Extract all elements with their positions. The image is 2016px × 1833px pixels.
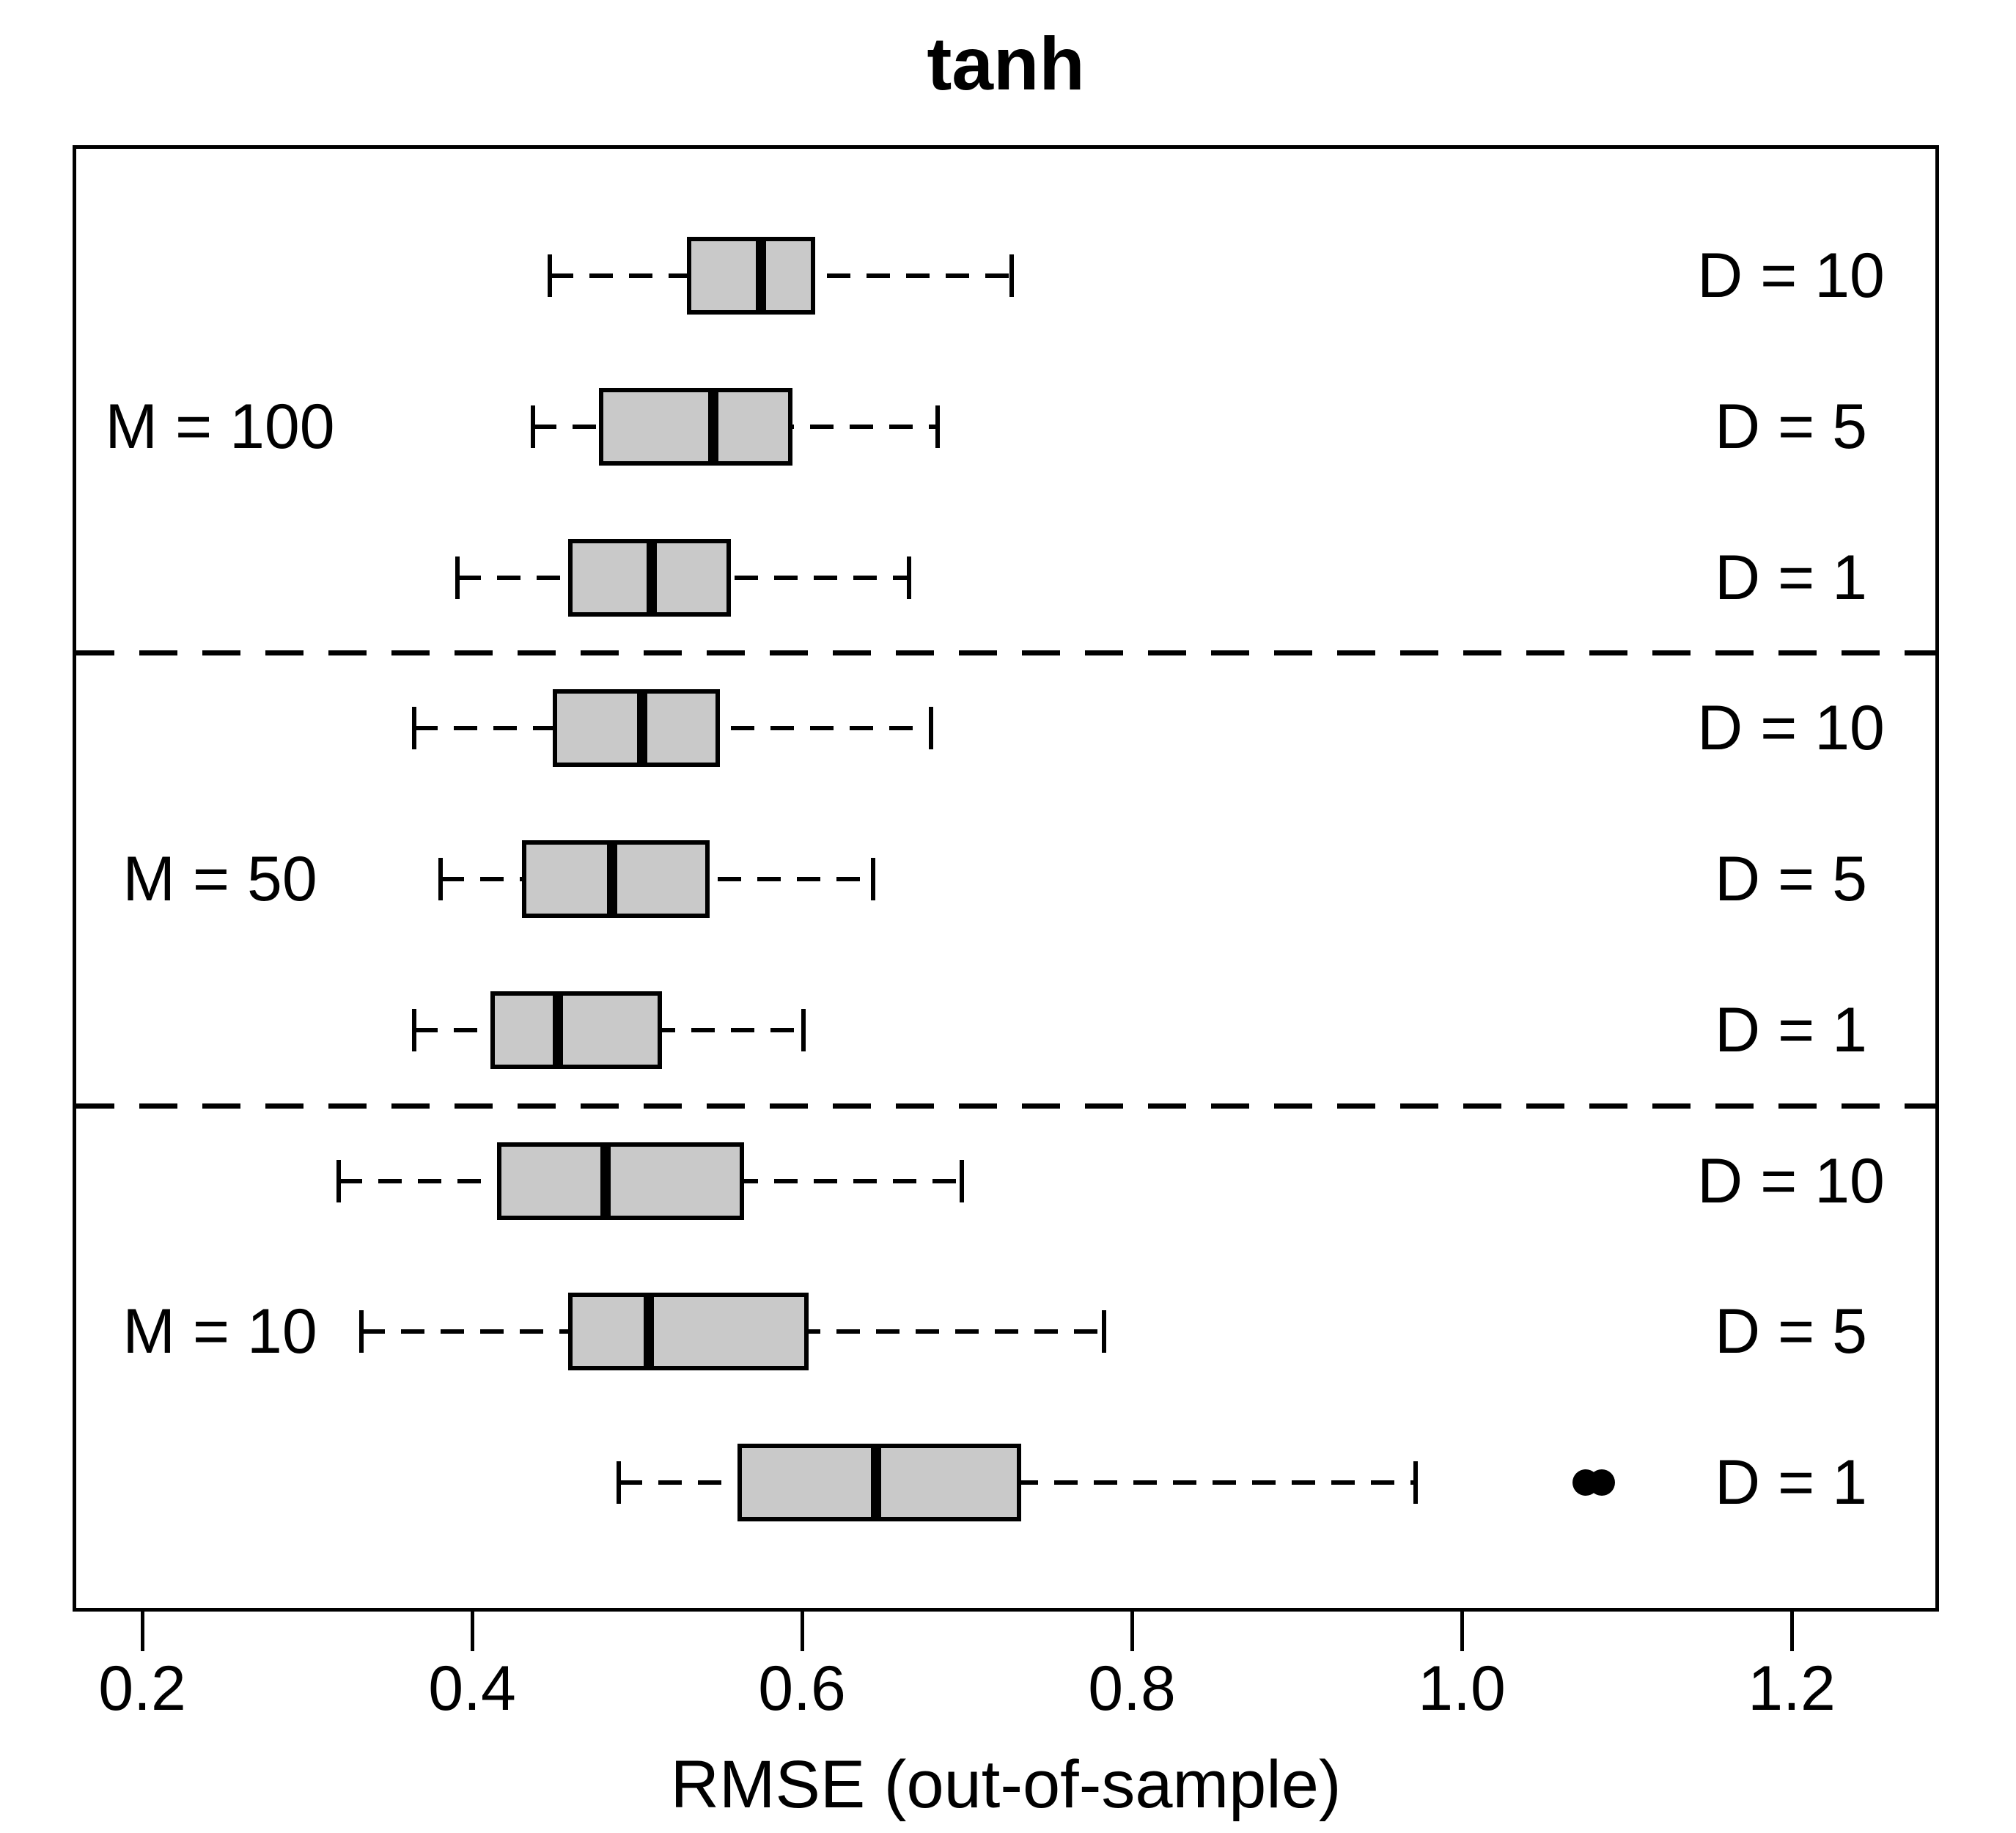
x-axis-title: RMSE (out-of-sample)	[670, 1747, 1342, 1822]
row-label: D = 10	[1697, 240, 1885, 311]
whisker-cap-low	[531, 405, 536, 448]
whisker-cap-low	[412, 707, 417, 750]
median-line	[643, 1293, 654, 1371]
x-tick-label: 1.2	[1748, 1653, 1836, 1724]
row-label: D = 5	[1715, 844, 1867, 914]
whisker-cap-low	[359, 1310, 364, 1353]
whisker-cap-low	[412, 1008, 417, 1051]
iqr-box	[496, 1142, 745, 1220]
group-separator	[76, 650, 1935, 656]
iqr-box	[599, 387, 792, 466]
whisker-cap-low	[455, 556, 460, 599]
median-line	[600, 1142, 611, 1220]
median-line	[755, 237, 766, 315]
median-line	[871, 1444, 882, 1521]
row-label: D = 1	[1715, 542, 1867, 613]
row-label: D = 1	[1715, 1447, 1867, 1518]
median-line	[607, 840, 618, 918]
row-label: D = 10	[1697, 693, 1885, 764]
whisker-cap-low	[547, 254, 552, 297]
group-label: M = 10	[122, 1296, 317, 1367]
whisker-cap-low	[336, 1159, 341, 1202]
row-label: D = 5	[1715, 1296, 1867, 1367]
x-tick	[141, 1612, 144, 1651]
iqr-box	[490, 991, 662, 1069]
group-separator	[76, 1103, 1935, 1109]
median-line	[647, 538, 658, 617]
iqr-box	[553, 689, 720, 768]
median-line	[707, 387, 718, 466]
x-tick-label: 0.2	[98, 1653, 186, 1724]
whisker-cap-high	[935, 405, 940, 448]
x-tick-label: 1.0	[1418, 1653, 1506, 1724]
whisker-cap-high	[907, 556, 912, 599]
whisker-cap-high	[928, 707, 933, 750]
x-tick	[1460, 1612, 1464, 1651]
whisker-cap-low	[438, 858, 444, 900]
group-label: M = 50	[122, 844, 317, 914]
whisker-cap-high	[960, 1159, 965, 1202]
whisker-cap-high	[801, 1008, 806, 1051]
median-line	[636, 689, 647, 768]
median-line	[553, 991, 563, 1069]
whisker-cap-high	[1101, 1310, 1106, 1353]
x-tick-label: 0.6	[758, 1653, 846, 1724]
iqr-box	[686, 237, 815, 315]
chart-title: tanh	[927, 22, 1085, 106]
x-tick	[801, 1612, 804, 1651]
group-label: M = 100	[105, 391, 335, 462]
x-tick-label: 0.4	[428, 1653, 516, 1724]
x-tick	[471, 1612, 474, 1651]
whisker-cap-high	[1009, 254, 1014, 297]
x-tick	[1790, 1612, 1794, 1651]
iqr-box	[567, 1293, 809, 1371]
row-label: D = 1	[1715, 994, 1867, 1065]
outlier-point	[1589, 1469, 1616, 1496]
x-tick-label: 0.8	[1088, 1653, 1176, 1724]
whisker-cap-high	[870, 858, 875, 900]
plot-area: D = 10 D = 5 D = 1 D = 10 D = 5 D = 1 D = 10 D …	[73, 145, 1939, 1612]
whisker-cap-high	[1413, 1461, 1418, 1504]
row-label: D = 10	[1697, 1145, 1885, 1216]
x-tick	[1130, 1612, 1134, 1651]
row-label: D = 5	[1715, 391, 1867, 462]
whisker-cap-low	[617, 1461, 622, 1504]
